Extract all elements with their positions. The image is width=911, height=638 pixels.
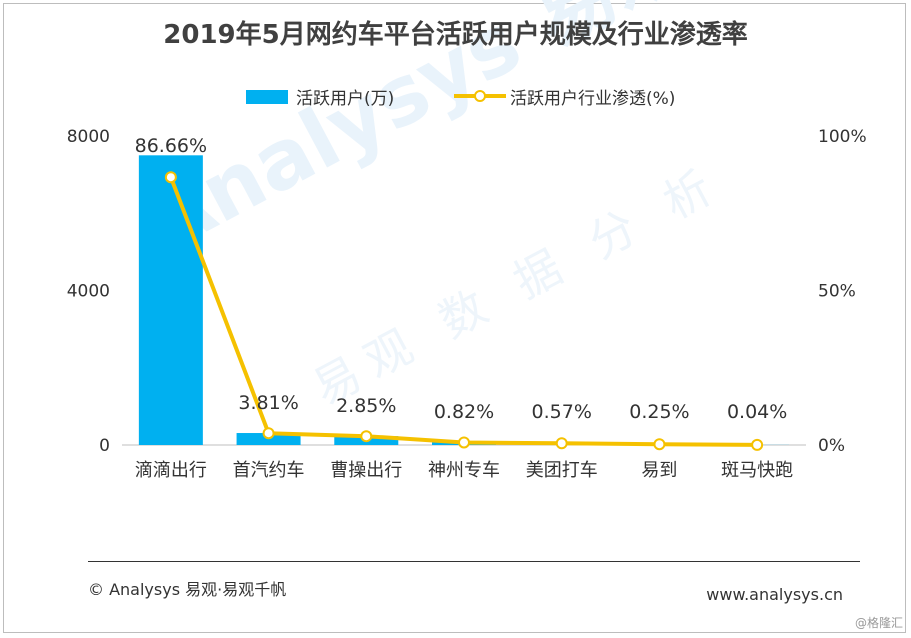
data-label: 0.57% — [532, 401, 592, 423]
chart-title: 2019年5月网约车平台活跃用户规模及行业渗透率 — [163, 20, 748, 50]
x-category-label: 美团打车 — [526, 460, 598, 481]
y-right-tick-label: 0% — [818, 436, 845, 456]
y-left-tick-label: 8000 — [67, 127, 110, 147]
legend-bar-label: 活跃用户(万) — [296, 89, 395, 109]
line-point — [360, 430, 373, 443]
chart-legend: 活跃用户(万) 活跃用户行业渗透(%) — [0, 82, 911, 110]
data-label: 0.25% — [629, 401, 689, 423]
line-point — [751, 438, 764, 451]
line-point — [164, 171, 177, 184]
y-left-tick-label: 4000 — [67, 282, 110, 302]
x-category-label: 曹操出行 — [330, 460, 402, 481]
x-category-label: 斑马快跑 — [721, 460, 793, 481]
legend-line-label: 活跃用户行业渗透(%) — [510, 89, 676, 109]
y-right-tick-label: 100% — [818, 127, 867, 147]
line-point — [653, 438, 666, 451]
source-stamp: @格隆汇 — [854, 616, 903, 630]
data-label: 0.04% — [727, 401, 787, 423]
line-point — [555, 437, 568, 450]
x-category-label: 滴滴出行 — [135, 460, 207, 481]
data-label: 2.85% — [336, 395, 396, 417]
x-category-label: 神州专车 — [428, 460, 500, 481]
y-left-tick-label: 0 — [99, 436, 110, 456]
x-category-label: 首汽约车 — [233, 460, 305, 481]
data-label: 0.82% — [434, 401, 494, 423]
footer-divider — [88, 561, 860, 562]
legend-line-swatch — [454, 90, 506, 102]
bar — [138, 155, 203, 445]
footer-website[interactable]: www.analysys.cn — [706, 585, 843, 604]
chart-frame — [3, 3, 906, 633]
legend-bar-swatch — [246, 90, 288, 104]
x-category-label: 易到 — [641, 460, 677, 481]
data-label: 3.81% — [238, 392, 298, 414]
line-point — [262, 427, 275, 440]
y-right-tick-label: 50% — [818, 282, 856, 302]
data-label: 86.66% — [135, 135, 207, 157]
footer-copyright: © Analysys 易观·易观千帆 — [88, 580, 287, 599]
line-point — [458, 436, 470, 449]
